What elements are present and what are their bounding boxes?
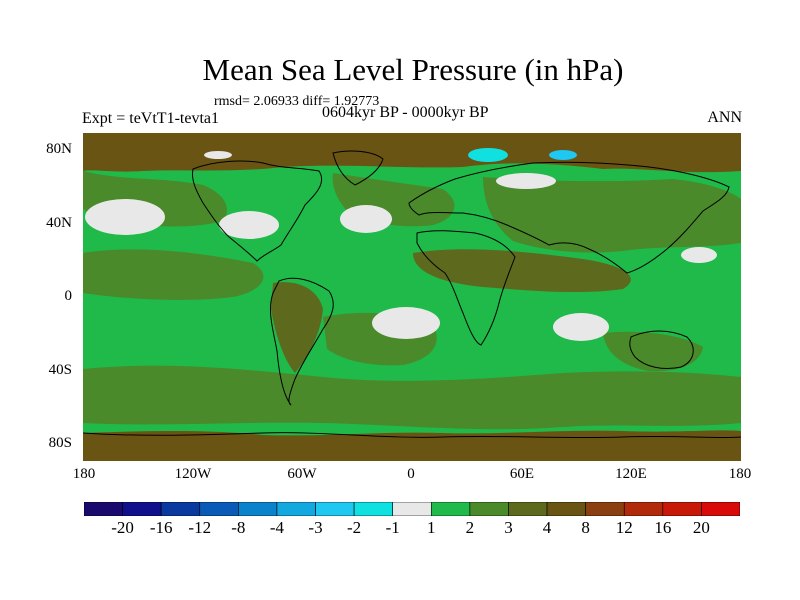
lat-label-80s: 80S [48, 435, 72, 451]
colorbar-swatch [315, 502, 355, 516]
period-label: 0604kyr BP - 0000kyr BP [322, 104, 489, 121]
colorbar-level-label: 16 [654, 518, 672, 537]
colorbar-swatch [662, 502, 702, 516]
lon-label-180w: 180 [72, 466, 96, 482]
field-eurasia [483, 177, 741, 253]
field-patch-npacific [85, 199, 165, 235]
lat-label-80n: 80N [46, 141, 72, 157]
colorbar-level-label: -8 [231, 518, 246, 537]
field-africa-belt [413, 249, 631, 293]
season-label: ANN [707, 109, 742, 126]
experiment-label: Expt = teVtT1-tevta1 [82, 110, 219, 127]
lon-label-60e: 60E [509, 466, 535, 482]
colorbar-level-label: -4 [269, 518, 285, 537]
colorbar-swatch [623, 502, 664, 516]
lon-label-180e: 180 [728, 466, 752, 482]
colorbar-swatch [276, 502, 316, 516]
colorbar-swatch [199, 502, 239, 516]
field-australia [603, 331, 703, 372]
field-southern-ocean [83, 365, 741, 430]
field-patch-arctic-2 [549, 150, 577, 160]
colorbar-swatch [353, 502, 394, 516]
field-tropical-pacific [83, 249, 264, 300]
colorbar-level-label: 12 [615, 518, 633, 537]
colorbar-swatch [546, 502, 586, 516]
lat-label-40s: 40S [48, 362, 72, 378]
coastlines [83, 150, 741, 439]
colorbar-level-label: 8 [581, 518, 590, 537]
map-title: Mean Sea Level Pressure (in hPa) [202, 52, 624, 87]
lon-label-60w: 60W [287, 466, 317, 482]
field-patch-arctic-1 [468, 148, 508, 162]
colorbar-swatch [238, 502, 278, 516]
colorbar-level-label: -1 [385, 518, 400, 537]
colorbar-swatch [585, 502, 625, 516]
field-patch-atlantic [340, 205, 392, 233]
coast-greenland [332, 150, 384, 186]
field-patch-pacific [681, 247, 717, 263]
field-antarctic-band [83, 430, 741, 461]
colorbar-swatch [392, 502, 432, 516]
coast-north-america [192, 160, 323, 262]
field-south-america [271, 282, 323, 373]
colorbar-level-label: 1 [427, 518, 436, 537]
colorbar-swatch [430, 502, 471, 516]
pressure-map [83, 133, 741, 461]
colorbar-swatch [701, 502, 740, 516]
colorbar-level-label: -12 [188, 518, 212, 537]
field-patch-siberia [496, 173, 556, 189]
stats-text: rmsd= 2.06933 diff= 1.92773 [214, 94, 380, 109]
colorbar-level-label: 20 [692, 518, 710, 537]
colorbar-level-label: -20 [111, 518, 134, 537]
colorbar-level-label: 2 [465, 518, 475, 537]
colorbar-swatch [508, 502, 548, 516]
lat-label-40n: 40N [46, 215, 72, 231]
colorbar-swatch [122, 502, 162, 516]
field-patch-satlantic [372, 307, 440, 339]
colorbar-swatch [160, 502, 201, 516]
lon-label-120w: 120W [174, 466, 212, 482]
colorbar-level-label: 4 [542, 518, 552, 537]
colorbar-swatch [84, 502, 123, 516]
coast-africa [416, 230, 516, 346]
colorbar-swatch [469, 502, 509, 516]
lon-label-120e: 120E [615, 466, 647, 482]
colorbar-level-label: -3 [308, 518, 323, 537]
lat-label-0: 0 [64, 288, 73, 304]
field-patch-arctic-3 [204, 151, 232, 159]
coast-australia [629, 330, 694, 370]
colorbar-level-label: -16 [149, 518, 173, 537]
field-patch-indian [553, 313, 609, 341]
lon-label-0: 0 [407, 466, 415, 482]
coast-south-america [270, 277, 334, 406]
coast-antarctica [83, 432, 741, 439]
colorbar [84, 502, 740, 516]
coast-europe-asia [408, 161, 730, 274]
field-patch-namerica [219, 211, 279, 239]
colorbar-level-label: 3 [504, 518, 513, 537]
colorbar-level-label: -2 [347, 518, 362, 537]
